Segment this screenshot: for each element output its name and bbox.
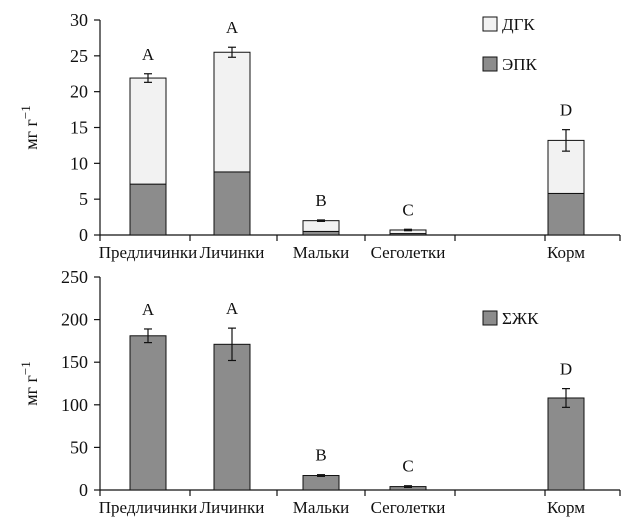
bar-primary: [547, 397, 585, 491]
y-tick-label: 0: [79, 480, 88, 500]
bar-secondary: [213, 51, 251, 173]
group-letter-label: A: [226, 299, 239, 318]
y-tick-label: 200: [61, 310, 88, 330]
bar-primary: [302, 230, 340, 236]
legend-label: ДГК: [502, 15, 535, 34]
group-letter-label: B: [315, 191, 326, 210]
bar-primary: [302, 475, 340, 491]
x-category-label: Мальки: [293, 243, 349, 262]
y-axis-title: мг г−1: [18, 105, 41, 150]
bar-primary: [129, 335, 167, 491]
y-axis-title-unit: мг г: [21, 119, 41, 150]
y-axis-title: мг г−1: [18, 361, 41, 406]
chart-panel-1: 0 5 10 15 20 25 30 Предличинки Личинки Мальки Сего…: [18, 10, 621, 262]
bar-primary: [213, 171, 251, 236]
group-letter-label: D: [560, 101, 572, 120]
x-category-label: Предличинки: [99, 243, 197, 262]
group-letter-label: D: [560, 360, 572, 379]
x-category-label: Сеголетки: [371, 498, 446, 517]
y-tick-label: 5: [79, 189, 88, 209]
group-letter-label: C: [402, 457, 413, 476]
y-tick-label: 15: [70, 118, 88, 138]
legend-swatch: [482, 56, 498, 72]
group-letter-label: A: [226, 18, 239, 37]
group-letter-label: B: [315, 446, 326, 465]
y-tick-label: 10: [70, 153, 88, 173]
y-tick-label: 50: [70, 437, 88, 457]
bar-secondary: [129, 77, 167, 185]
y-tick-label: 150: [61, 352, 88, 372]
x-category-label: Предличинки: [99, 498, 197, 517]
bar-primary: [213, 343, 251, 491]
y-tick-label: 250: [61, 267, 88, 287]
x-category-label: Личинки: [200, 498, 265, 517]
y-tick-label: 25: [70, 46, 88, 66]
y-tick-label: 100: [61, 395, 88, 415]
x-category-label: Корм: [547, 243, 585, 262]
x-category-label: Сеголетки: [371, 243, 446, 262]
y-tick-label: 30: [70, 10, 88, 30]
bar-primary: [547, 192, 585, 236]
x-category-label: Личинки: [200, 243, 265, 262]
bar-primary: [129, 183, 167, 236]
x-category-label: Мальки: [293, 498, 349, 517]
legend-swatch: [482, 16, 498, 32]
group-letter-label: A: [142, 45, 155, 64]
group-letter-label: A: [142, 300, 155, 319]
x-category-label: Корм: [547, 498, 585, 517]
legend-swatch: [482, 310, 498, 326]
bar-secondary: [302, 220, 340, 232]
legend-label: ΣЖК: [502, 309, 539, 328]
y-axis-title-exponent: −1: [18, 361, 33, 375]
y-tick-label: 20: [70, 82, 88, 102]
y-axis-title-exponent: −1: [18, 105, 33, 119]
legend-label: ЭПК: [502, 55, 537, 74]
chart-panel-2: 0 50 100 150 200 250 Предличинки Личинки Мальки С…: [18, 267, 621, 517]
y-axis-title-unit: мг г: [21, 375, 41, 406]
group-letter-label: C: [402, 200, 413, 219]
y-tick-label: 0: [79, 225, 88, 245]
